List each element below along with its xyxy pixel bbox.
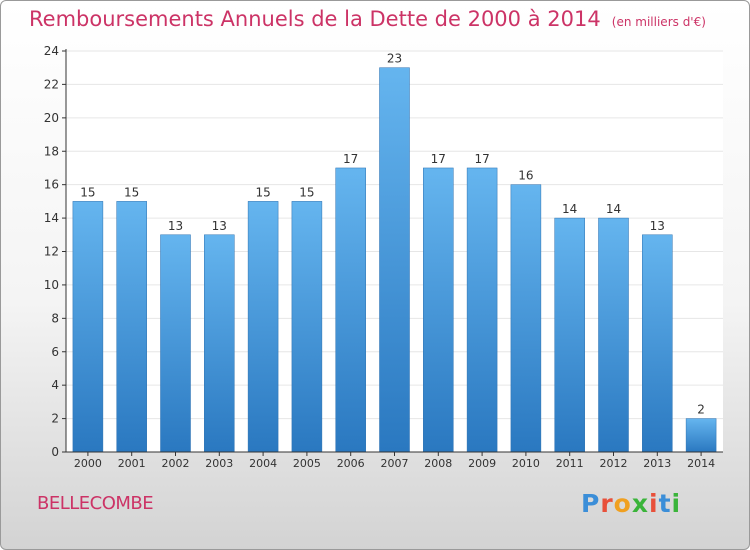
bar [335,167,366,453]
x-tick-label: 2013 [643,457,671,470]
y-tick-label: 8 [51,311,59,325]
logo-letter: i [649,489,659,518]
y-tick-label: 6 [51,345,59,359]
bar [642,234,673,453]
data-label: 17 [431,152,446,166]
bar [291,201,323,453]
data-label: 15 [124,185,139,199]
bar [160,234,191,453]
x-tick-label: 2005 [293,457,321,470]
x-tick-label: 2002 [162,457,190,470]
bar [554,217,585,453]
data-label: 15 [255,185,270,199]
x-tick-label: 2011 [556,457,584,470]
bar [510,184,542,453]
data-label: 14 [562,202,577,216]
x-tick-label: 2014 [687,457,715,470]
x-tick-label: 2008 [424,457,452,470]
x-tick-label: 2004 [249,457,277,470]
y-tick-label: 18 [44,144,59,158]
commune-name: BELLECOMBE [37,493,154,514]
y-tick-label: 4 [51,378,59,392]
logo-letter: o [613,489,632,518]
chart-subtitle: (en milliers d'€) [611,15,706,29]
logo-letter: r [600,489,614,518]
x-tick-label: 2009 [468,457,496,470]
data-label: 15 [80,185,95,199]
y-tick-label: 16 [44,178,59,192]
proxiti-logo[interactable]: Proxiti [581,489,681,518]
logo-letter: x [631,489,649,518]
data-label: 23 [387,52,402,66]
data-label: 2 [697,403,705,417]
y-tick-label: 2 [51,412,59,426]
y-tick-label: 14 [44,211,59,225]
x-tick-label: 2012 [600,457,628,470]
y-tick-label: 10 [44,278,59,292]
x-tick-label: 2007 [381,457,409,470]
bar [116,201,147,453]
bar [598,217,629,453]
y-tick-label: 20 [44,111,59,125]
bar [379,67,410,453]
bar [466,167,498,453]
bar [72,201,104,453]
x-tick-label: 2000 [74,457,102,470]
x-tick-label: 2006 [337,457,365,470]
x-tick-label: 2001 [118,457,146,470]
data-label: 13 [168,219,183,233]
bar [204,234,235,453]
data-label: 13 [650,219,665,233]
logo-letter: i [671,489,682,518]
chart-title: Remboursements Annuels de la Dette de 20… [29,7,706,31]
bar [423,167,454,453]
y-tick-label: 24 [44,44,59,58]
data-label: 13 [212,219,227,233]
data-label: 16 [518,169,533,183]
logo-letter: t [658,489,672,518]
data-label: 17 [474,152,489,166]
y-tick-label: 22 [44,77,59,91]
y-tick-label: 0 [51,445,59,459]
logo-letter: P [581,489,601,518]
x-tick-label: 2003 [205,457,233,470]
data-label: 15 [299,185,314,199]
data-label: 14 [606,202,621,216]
bar [247,201,279,453]
bar [685,418,717,453]
x-tick-label: 2010 [512,457,540,470]
data-label: 17 [343,152,358,166]
y-tick-label: 12 [44,245,59,259]
chart-title-main: Remboursements Annuels de la Dette de 20… [29,7,601,31]
